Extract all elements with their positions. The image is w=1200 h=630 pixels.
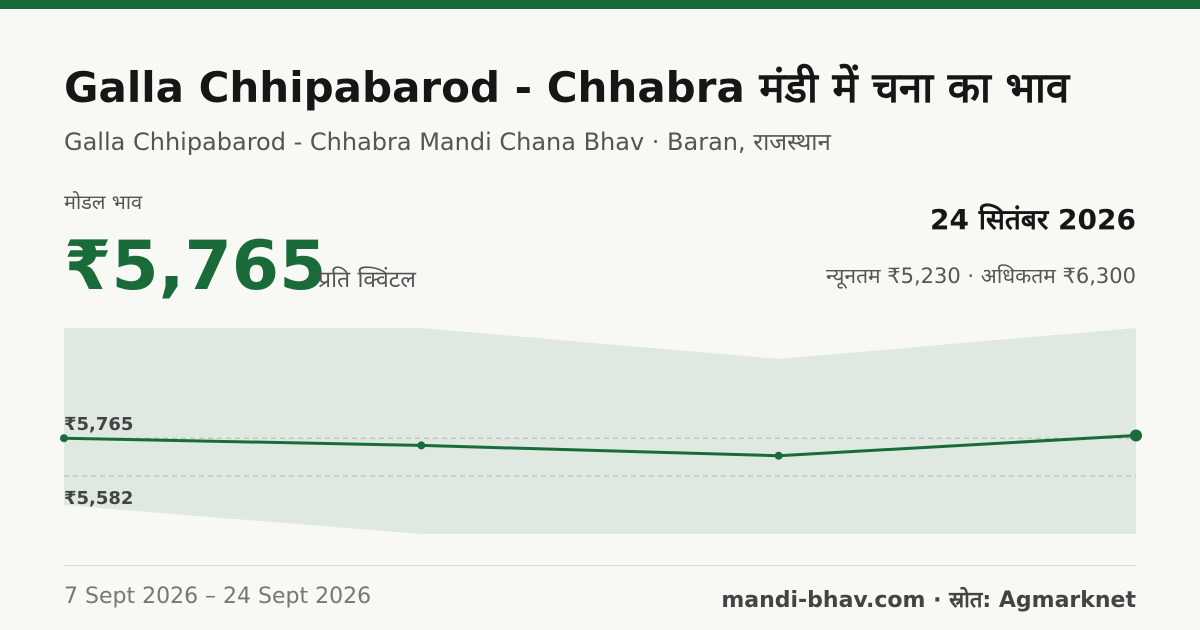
data-point bbox=[1130, 429, 1142, 442]
page-subtitle: Galla Chhipabarod - Chhabra Mandi Chana … bbox=[64, 128, 831, 156]
model-price-value: ₹5,765 bbox=[64, 227, 327, 306]
page-title: Galla Chhipabarod - Chhabra मंडी में चना… bbox=[64, 63, 1070, 112]
min-max-range: न्यूनतम ₹5,230 · अधिकतम ₹6,300 bbox=[826, 264, 1136, 288]
data-point bbox=[417, 441, 426, 450]
date-range: 7 Sept 2026 – 24 Sept 2026 bbox=[64, 584, 372, 609]
data-point bbox=[774, 451, 783, 460]
price-unit: प्रति क्विंटल bbox=[318, 267, 416, 293]
data-point bbox=[60, 434, 68, 443]
source-credit: mandi-bhav.com · स्रोत: Agmarknet bbox=[721, 588, 1136, 613]
reference-line-label: ₹5,582 bbox=[64, 488, 133, 509]
top-accent-bar bbox=[0, 0, 1200, 9]
model-price-label: मोडल भाव bbox=[64, 190, 143, 214]
series-line bbox=[63, 434, 1137, 458]
min-max-band bbox=[64, 328, 1136, 534]
reference-line-label: ₹5,765 bbox=[64, 414, 133, 435]
footer-divider bbox=[64, 565, 1136, 566]
price-date: 24 सितंबर 2026 bbox=[930, 203, 1136, 236]
